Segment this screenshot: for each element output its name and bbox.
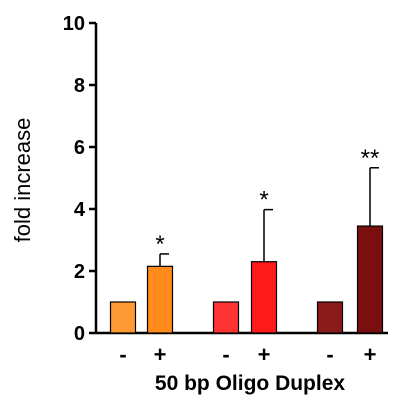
significance-label: **	[361, 145, 380, 172]
y-tick-label: 6	[74, 137, 85, 159]
bar	[316, 301, 344, 334]
error-bars	[159, 167, 379, 267]
y-tick-label: 10	[63, 13, 85, 35]
y-tick-label: 8	[74, 75, 85, 97]
y-tick-label: 4	[74, 199, 86, 221]
category-labels: - + - + - +	[119, 342, 376, 367]
bar	[109, 301, 137, 334]
category-label: +	[258, 342, 271, 367]
category-label: +	[154, 342, 167, 367]
category-label: -	[326, 342, 333, 367]
bars	[109, 225, 384, 334]
x-axis-label: 50 bp Oligo Duplex	[155, 372, 346, 395]
significance-labels: ****	[155, 145, 379, 258]
significance-label: *	[259, 187, 268, 214]
y-tick-label: 2	[74, 261, 85, 283]
y-axis-ticks: 0 2 4 6 8 10	[63, 13, 96, 345]
y-axis-label: fold increase	[10, 118, 35, 243]
bar	[212, 301, 240, 334]
category-label: -	[119, 342, 126, 367]
bar	[146, 265, 174, 334]
y-tick-label: 0	[74, 323, 85, 345]
category-label: -	[222, 342, 229, 367]
bar	[250, 261, 278, 334]
bar	[356, 225, 384, 334]
significance-label: *	[155, 231, 164, 258]
category-label: +	[364, 342, 377, 367]
